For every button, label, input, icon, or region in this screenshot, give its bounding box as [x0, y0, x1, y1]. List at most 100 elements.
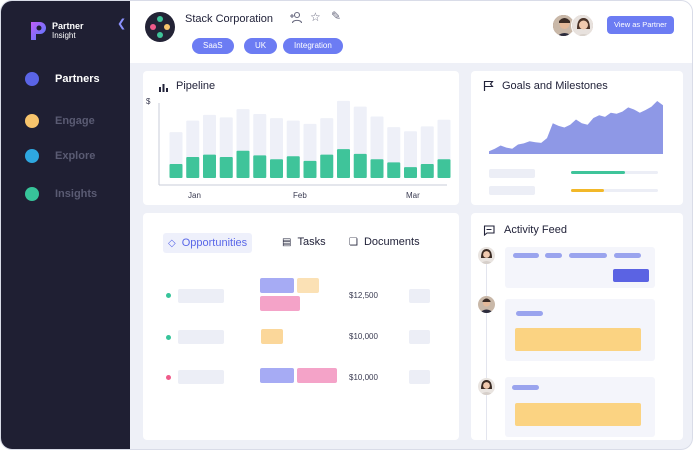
pipeline-value-bar: [404, 167, 417, 178]
avatar[interactable]: [571, 14, 594, 37]
avatar[interactable]: [478, 378, 495, 395]
tag-saas[interactable]: SaaS: [192, 38, 234, 54]
goals-title: Goals and Milestones: [502, 80, 608, 92]
pipeline-title: Pipeline: [176, 80, 216, 92]
insights-dot-icon: [25, 187, 39, 201]
status-dot: [166, 335, 171, 340]
goals-area: [489, 101, 663, 154]
opportunities-card: ◇ Opportunities ▤ Tasks ❏ Documents $12,…: [143, 213, 459, 440]
add-contact-icon[interactable]: [289, 11, 303, 25]
timeline-line: [486, 255, 487, 440]
goal-label-placeholder: [489, 186, 535, 195]
sidebar-item-label: Engage: [55, 115, 95, 127]
edit-pencil-icon[interactable]: ✎: [331, 9, 342, 23]
brand-mark-icon: [31, 22, 46, 40]
partner-name-placeholder: [178, 289, 224, 303]
partner-name-placeholder: [178, 330, 224, 344]
activity-feed-card: Activity Feed: [471, 213, 683, 440]
tab-documents[interactable]: ❏ Documents: [349, 236, 420, 248]
chat-bubble-icon: [483, 225, 495, 236]
tag-integration[interactable]: Integration: [283, 38, 343, 54]
tab-label: Tasks: [297, 236, 326, 248]
status-dot: [166, 375, 171, 380]
brand-line-2: Insight: [52, 31, 76, 40]
stage-block: [261, 329, 283, 344]
pipeline-background-bar: [404, 131, 417, 178]
deal-amount: $10,000: [349, 373, 378, 382]
x-tick-label: Feb: [293, 191, 307, 200]
view-as-partner-button[interactable]: View as Partner: [607, 16, 674, 34]
activity-text-placeholder: [545, 253, 562, 258]
sidebar-item-label: Partners: [55, 73, 100, 85]
deal-amount: $12,500: [349, 291, 378, 300]
status-dot: [166, 293, 171, 298]
tab-label: Documents: [363, 236, 420, 248]
explore-dot-icon: [25, 149, 39, 163]
avatar[interactable]: [552, 14, 575, 37]
activity-action-button[interactable]: [613, 269, 649, 282]
brand-line-1: Partner: [52, 21, 84, 31]
pipeline-value-bar: [337, 149, 350, 178]
row-action-placeholder: [409, 370, 430, 384]
company-logo: [145, 12, 175, 42]
pipeline-value-bar: [420, 163, 434, 178]
tag-uk[interactable]: UK: [244, 38, 278, 54]
partner-name-placeholder: [178, 370, 224, 384]
sidebar: Partner Insight ❮ Partners Engage Explor…: [1, 1, 130, 449]
sidebar-item-explore[interactable]: Explore: [25, 149, 95, 163]
logo-dot: [164, 24, 170, 30]
avatar[interactable]: [478, 296, 495, 313]
goal-progress-track: [571, 189, 658, 192]
pipeline-value-bar: [169, 163, 183, 178]
pipeline-value-bar: [387, 162, 401, 178]
stage-block: [260, 296, 300, 311]
sidebar-item-partners[interactable]: Partners: [25, 72, 100, 86]
task-list-icon: ▤: [282, 236, 292, 248]
pipeline-value-bar: [353, 153, 367, 178]
goal-label-placeholder: [489, 169, 535, 178]
pipeline-value-bar: [270, 159, 283, 178]
logo-dot: [157, 32, 163, 38]
pipeline-value-bar: [286, 156, 300, 178]
brand-logo[interactable]: Partner Insight: [29, 20, 84, 42]
pipeline-value-bar: [437, 159, 451, 178]
pipeline-value-bar: [370, 159, 384, 178]
bar-chart-icon: [159, 84, 168, 92]
partners-dot-icon: [25, 72, 39, 86]
company-name: Stack Corporation: [185, 13, 274, 25]
sidebar-item-insights[interactable]: Insights: [25, 187, 97, 201]
sidebar-item-label: Explore: [55, 150, 96, 162]
goals-card: Goals and Milestones: [471, 71, 683, 205]
stage-block: [297, 368, 337, 383]
y-axis-unit: $: [146, 97, 151, 106]
goal-progress-fill: [571, 189, 605, 192]
diamond-icon: ◇: [168, 237, 176, 249]
pipeline-value-bar: [303, 160, 317, 178]
document-icon: ❏: [349, 236, 358, 248]
tab-label: Opportunities: [181, 237, 248, 249]
activity-text-placeholder: [569, 253, 607, 258]
pipeline-value-bar: [320, 154, 334, 178]
flag-icon: [483, 80, 494, 91]
deal-amount: $10,000: [349, 332, 378, 341]
tab-opportunities[interactable]: ◇ Opportunities: [163, 233, 253, 253]
tab-tasks[interactable]: ▤ Tasks: [282, 236, 326, 248]
avatar[interactable]: [478, 247, 495, 264]
activity-attachment[interactable]: [515, 328, 641, 351]
activity-attachment[interactable]: [515, 403, 641, 426]
collapse-sidebar-icon[interactable]: ❮: [117, 18, 127, 30]
row-action-placeholder: [409, 289, 430, 303]
sidebar-item-engage[interactable]: Engage: [25, 114, 95, 128]
row-action-placeholder: [409, 330, 430, 344]
pipeline-value-bar: [203, 154, 216, 178]
sidebar-item-label: Insights: [55, 188, 98, 200]
brand-name: Partner Insight: [52, 21, 84, 41]
pipeline-value-bar: [253, 155, 267, 178]
activity-text-placeholder: [614, 253, 641, 258]
logo-dot: [150, 24, 156, 30]
partner-header: Stack Corporation ☆ ✎ SaaS UK Integratio…: [130, 1, 692, 63]
x-tick-label: Jan: [188, 191, 201, 200]
stage-block: [260, 278, 294, 293]
favorite-star-icon[interactable]: ☆: [310, 10, 321, 24]
